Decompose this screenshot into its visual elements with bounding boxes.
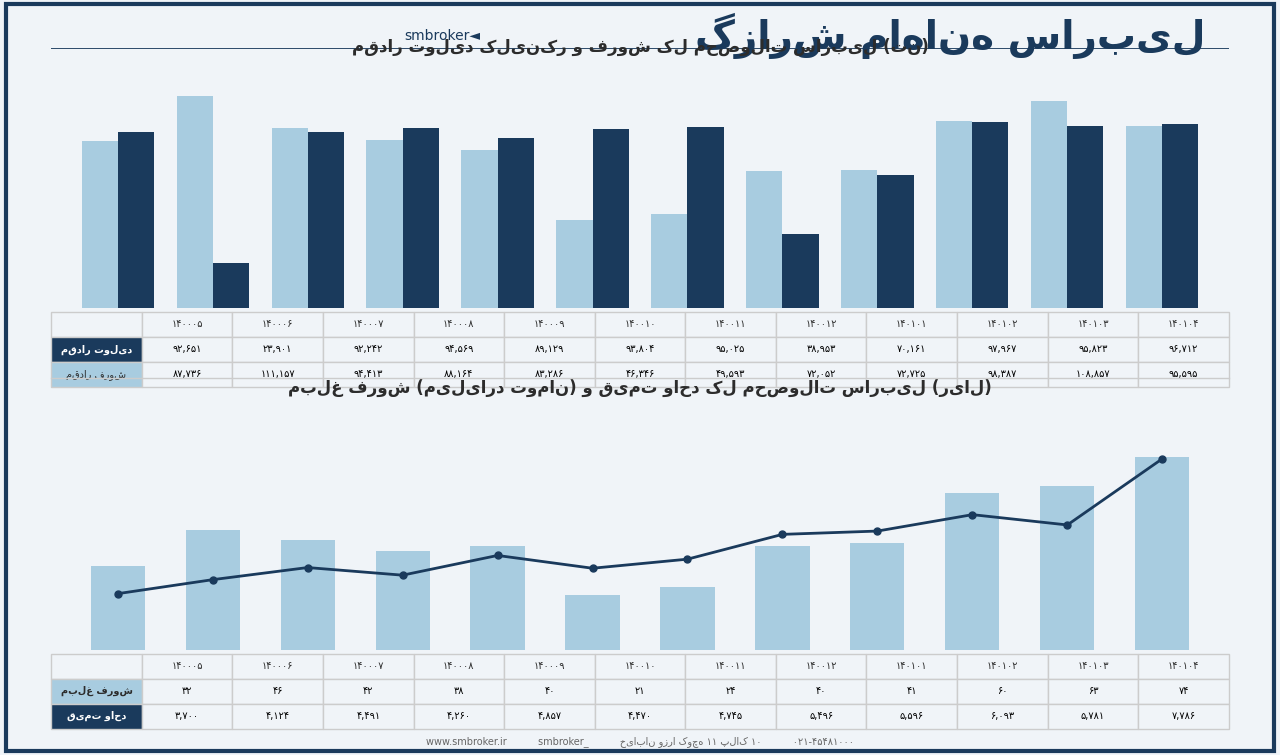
Text: گزارش ماهانه ساربیل: گزارش ماهانه ساربیل: [695, 13, 1206, 59]
Bar: [498, 138, 534, 308]
Bar: [1032, 100, 1068, 308]
Bar: [82, 141, 118, 308]
Bar: [1041, 485, 1094, 650]
Bar: [280, 541, 334, 650]
Bar: [973, 122, 1009, 308]
Bar: [1068, 125, 1103, 308]
Bar: [936, 121, 973, 308]
Bar: [212, 263, 248, 308]
Text: www.smbroker.ir          smbroker_          خیابان وزرا کوچه ۱۱ پلاک ۱۰         : www.smbroker.ir smbroker_ خیابان وزرا کو…: [426, 737, 854, 747]
Bar: [946, 494, 1000, 650]
Legend: مقدار تولید, مقدار فروش: مقدار تولید, مقدار فروش: [58, 365, 317, 389]
Bar: [566, 595, 620, 650]
Bar: [660, 587, 714, 650]
Bar: [782, 234, 818, 308]
Bar: [177, 97, 212, 308]
Bar: [91, 566, 145, 650]
Bar: [1126, 126, 1162, 308]
Text: مقدار تولید کلینکر و فروش کل محصولات ساربیل (تن): مقدار تولید کلینکر و فروش کل محصولات سار…: [352, 37, 928, 56]
Bar: [307, 132, 344, 308]
Bar: [746, 171, 782, 308]
Bar: [687, 127, 723, 308]
Bar: [471, 546, 525, 650]
Bar: [403, 128, 439, 308]
Bar: [557, 220, 593, 308]
Bar: [375, 550, 430, 650]
Bar: [877, 174, 914, 308]
Bar: [118, 131, 154, 308]
Bar: [593, 129, 628, 308]
Bar: [755, 546, 809, 650]
Bar: [271, 128, 307, 308]
Text: smbroker◄: smbroker◄: [404, 29, 480, 43]
Bar: [1135, 457, 1189, 650]
Text: مبلغ فروش (میلیارد تومان) و قیمت واحد کل محصولات ساربیل (ریال): مبلغ فروش (میلیارد تومان) و قیمت واحد کل…: [288, 379, 992, 397]
Bar: [462, 149, 498, 308]
Bar: [1162, 124, 1198, 308]
Bar: [366, 140, 403, 308]
Bar: [841, 170, 877, 308]
Legend: مبلغ فروش, قیمت واحد: مبلغ فروش, قیمت واحد: [58, 707, 310, 730]
Bar: [652, 214, 687, 308]
Bar: [186, 530, 239, 650]
Bar: [850, 543, 905, 650]
